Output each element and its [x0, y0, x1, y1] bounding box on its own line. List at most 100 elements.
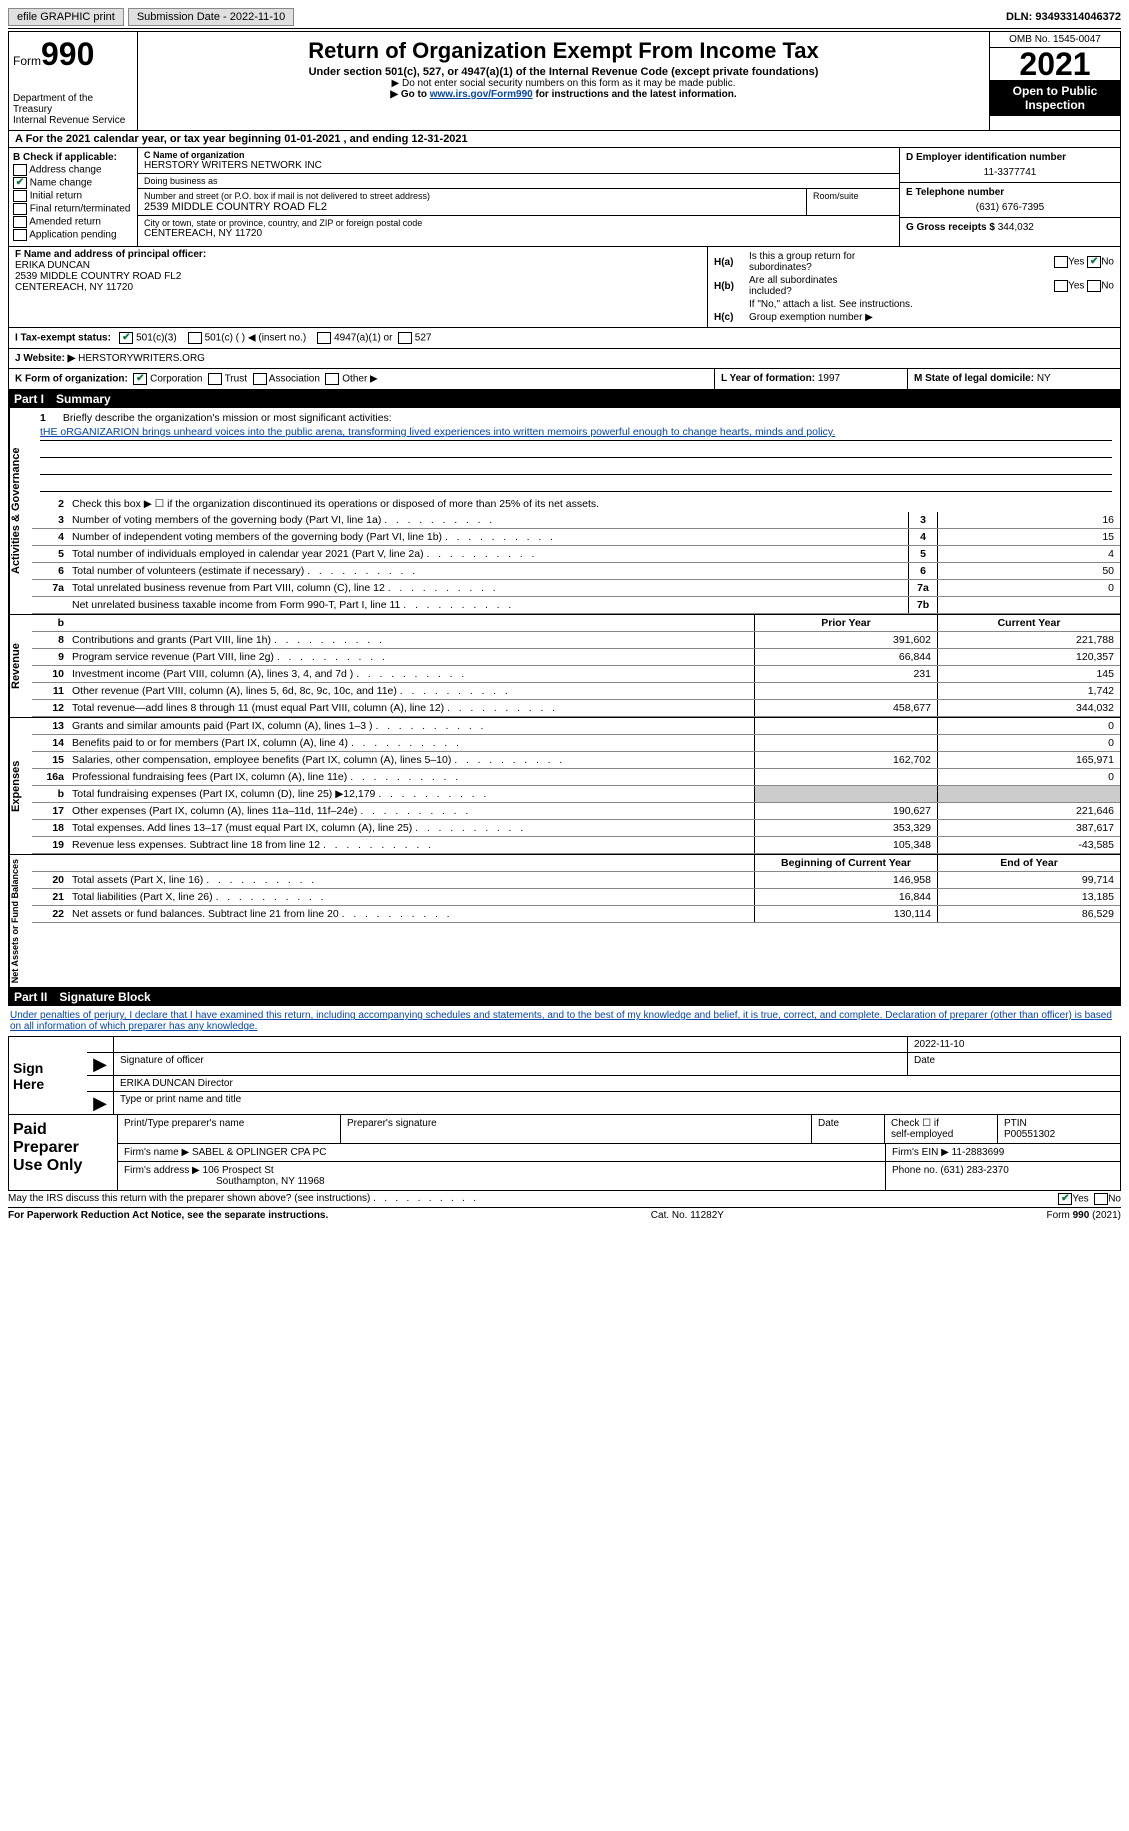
m-value: NY — [1037, 373, 1051, 384]
row-ln: 6 — [32, 563, 68, 579]
row-cy: 0 — [937, 735, 1120, 751]
vlabel-revenue: Revenue — [9, 615, 32, 717]
section-netassets: Net Assets or Fund Balances Beginning of… — [8, 855, 1121, 988]
row-desc: Number of voting members of the governin… — [68, 512, 908, 528]
row-desc: Salaries, other compensation, employee b… — [68, 752, 754, 768]
j-label: J Website: ▶ — [15, 353, 75, 364]
row-py: 391,602 — [754, 632, 937, 648]
sig-name-label: Type or print name and title — [114, 1092, 1120, 1114]
summary-row: 7aTotal unrelated business revenue from … — [32, 580, 1120, 597]
row-desc: Net assets or fund balances. Subtract li… — [68, 906, 754, 922]
irs-link[interactable]: www.irs.gov/Form990 — [430, 89, 533, 100]
l-value: 1997 — [818, 373, 840, 384]
prep-ptin: P00551302 — [1004, 1129, 1055, 1140]
na-hdr-desc — [68, 855, 754, 871]
row-desc: Total fundraising expenses (Part IX, col… — [68, 786, 754, 802]
row-ln: b — [32, 786, 68, 802]
ha-no-box[interactable]: ✔ — [1087, 256, 1101, 268]
row-ln: 16a — [32, 769, 68, 785]
chk-initial-label: Initial return — [30, 191, 82, 202]
row-desc: Revenue less expenses. Subtract line 18 … — [68, 837, 754, 853]
row-a-end: 12-31-2021 — [411, 133, 467, 145]
submission-date-button[interactable]: Submission Date - 2022-11-10 — [128, 8, 294, 26]
chk-address-change[interactable]: Address change — [13, 164, 133, 176]
k-trust-box[interactable] — [208, 373, 222, 385]
mission-block: 1 Briefly describe the organization's mi… — [32, 408, 1120, 496]
row-ln: 4 — [32, 529, 68, 545]
rev-rows: 8Contributions and grants (Part VIII, li… — [32, 632, 1120, 717]
data-row: 12Total revenue—add lines 8 through 11 (… — [32, 700, 1120, 717]
footer-form: Form 990 (2021) — [1047, 1210, 1121, 1221]
footer-yes-box[interactable]: ✔ — [1058, 1193, 1072, 1205]
form-number: Form990 — [13, 36, 133, 73]
i-501c-box[interactable] — [188, 332, 202, 344]
hb-yes-box[interactable] — [1054, 280, 1068, 292]
data-row: 22Net assets or fund balances. Subtract … — [32, 906, 1120, 923]
d-ein-value: 11-3377741 — [906, 167, 1114, 178]
chk-initial-return[interactable]: Initial return — [13, 190, 133, 202]
row-ln: 5 — [32, 546, 68, 562]
hb-no-box[interactable] — [1087, 280, 1101, 292]
row-desc: Benefits paid to or for members (Part IX… — [68, 735, 754, 751]
row-a-label: A For the 2021 calendar year, or tax yea… — [15, 133, 284, 145]
mission-link[interactable]: tHE oRGANIZARION brings unheard voices i… — [40, 426, 835, 438]
chk-final-label: Final return/terminated — [30, 204, 131, 215]
prep-useonly: Use Only — [13, 1157, 113, 1175]
c-address-row: Number and street (or P.O. box if mail i… — [138, 189, 899, 216]
row-desc: Program service revenue (Part VIII, line… — [68, 649, 754, 665]
m-label: M State of legal domicile: — [914, 373, 1037, 384]
cell-m: M State of legal domicile: NY — [908, 369, 1120, 389]
na-hdr-eoy: End of Year — [937, 855, 1120, 871]
net-rows: 20Total assets (Part X, line 16)146,9589… — [32, 872, 1120, 923]
mission-blank2 — [40, 460, 1112, 475]
row-ln: 20 — [32, 872, 68, 888]
row-ln: 18 — [32, 820, 68, 836]
data-row: 15Salaries, other compensation, employee… — [32, 752, 1120, 769]
ha-yes-box[interactable] — [1054, 256, 1068, 268]
summary-row: 3Number of voting members of the governi… — [32, 512, 1120, 529]
footer-no-box[interactable] — [1094, 1193, 1108, 1205]
revenue-content: b Prior Year Current Year 8Contributions… — [32, 615, 1120, 717]
prep-preparer: Preparer — [13, 1139, 113, 1157]
section-governance: Activities & Governance 1 Briefly descri… — [8, 408, 1121, 615]
k-assoc-box[interactable] — [253, 373, 267, 385]
i-4947-box[interactable] — [317, 332, 331, 344]
hb-yes: Yes — [1068, 281, 1084, 292]
efile-print-button[interactable]: efile GRAPHIC print — [8, 8, 124, 26]
vlabel-netassets: Net Assets or Fund Balances — [9, 855, 32, 987]
chk-name-change[interactable]: ✔ Name change — [13, 177, 133, 189]
prep-c5: PTINP00551302 — [998, 1115, 1120, 1143]
chk-final-return[interactable]: Final return/terminated — [13, 203, 133, 215]
c-city-value: CENTEREACH, NY 11720 — [144, 228, 893, 239]
k-corp-box[interactable]: ✔ — [133, 373, 147, 385]
data-row: 11Other revenue (Part VIII, column (A), … — [32, 683, 1120, 700]
row-val: 4 — [937, 546, 1120, 562]
row-py: 162,702 — [754, 752, 937, 768]
row-cy: 221,788 — [937, 632, 1120, 648]
prep-ptin-lbl: PTIN — [1004, 1118, 1027, 1129]
note-goto: ▶ Go to — [390, 89, 429, 100]
row-box: 5 — [908, 546, 937, 562]
c-city-label: City or town, state or province, country… — [144, 218, 893, 228]
prep-addr: Firm's address ▶ 106 Prospect StSouthamp… — [118, 1162, 886, 1190]
col-b-header: B Check if applicable: — [13, 152, 133, 163]
footer-no: No — [1108, 1194, 1121, 1205]
sig-intro-text[interactable]: Under penalties of perjury, I declare th… — [10, 1010, 1112, 1032]
row-desc: Total number of individuals employed in … — [68, 546, 908, 562]
chk-app-pending[interactable]: Application pending — [13, 229, 133, 241]
data-row: 18Total expenses. Add lines 13–17 (must … — [32, 820, 1120, 837]
row-box: 7b — [908, 597, 937, 613]
k-other-box[interactable] — [325, 373, 339, 385]
section-expenses: Expenses 13Grants and similar amounts pa… — [8, 718, 1121, 855]
i-501c3-box[interactable]: ✔ — [119, 332, 133, 344]
i-527-box[interactable] — [398, 332, 412, 344]
hb-t1: Are all subordinates — [749, 275, 837, 286]
row-cy: 1,742 — [937, 683, 1120, 699]
k-other: Other ▶ — [342, 374, 377, 385]
chk-amended[interactable]: Amended return — [13, 216, 133, 228]
row-box: 6 — [908, 563, 937, 579]
sig-row-name: ERIKA DUNCAN Director — [87, 1076, 1120, 1092]
netassets-content: Beginning of Current Year End of Year 20… — [32, 855, 1120, 987]
prep-c3: Date — [812, 1115, 885, 1143]
part2-title: Signature Block — [59, 990, 150, 1004]
